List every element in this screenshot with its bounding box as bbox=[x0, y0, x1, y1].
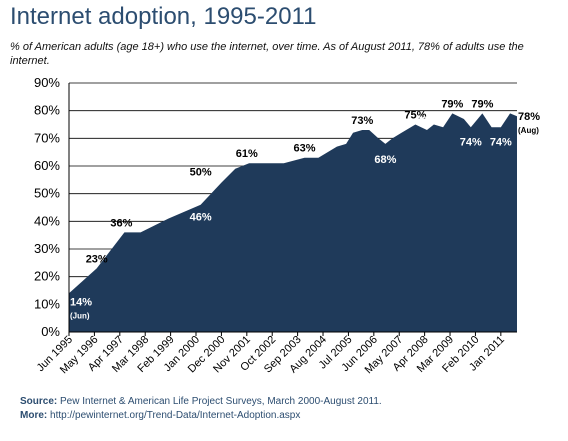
data-label: 79% bbox=[471, 98, 493, 110]
data-label: 50% bbox=[190, 167, 212, 179]
data-label: 63% bbox=[294, 143, 316, 155]
data-label: 74% bbox=[490, 136, 512, 148]
data-label: 79% bbox=[441, 98, 463, 110]
data-label: 78% bbox=[518, 111, 540, 123]
data-sublabel: (Jun) bbox=[70, 311, 90, 320]
source-text: Pew Internet & American Life Project Sur… bbox=[60, 396, 382, 407]
y-tick-label: 40% bbox=[34, 213, 60, 228]
y-tick-label: 70% bbox=[34, 130, 60, 145]
data-label: 23% bbox=[86, 253, 108, 265]
data-label: 74% bbox=[460, 136, 482, 148]
more-link[interactable]: http://pewinternet.org/Trend-Data/Intern… bbox=[50, 410, 301, 421]
area-series bbox=[69, 113, 517, 333]
y-tick-label: 50% bbox=[34, 186, 60, 201]
y-tick-label: 80% bbox=[34, 103, 60, 118]
source-note: Source: Pew Internet & American Life Pro… bbox=[20, 395, 382, 409]
data-label: 73% bbox=[351, 115, 373, 127]
y-tick-label: 10% bbox=[34, 296, 60, 311]
data-label: 75% bbox=[404, 110, 426, 122]
data-label: 36% bbox=[110, 217, 132, 229]
source-label: Source: bbox=[20, 396, 58, 407]
y-tick-label: 30% bbox=[34, 241, 60, 256]
more-note: More: http://pewinternet.org/Trend-Data/… bbox=[20, 410, 300, 421]
chart-subtitle: % of American adults (age 18+) who use t… bbox=[10, 41, 524, 67]
data-sublabel: (Aug) bbox=[518, 126, 539, 135]
y-tick-label: 20% bbox=[34, 269, 60, 284]
chart-title: Internet adoption, 1995-2011 bbox=[10, 3, 317, 30]
data-label: 46% bbox=[190, 212, 212, 224]
data-label: 73% bbox=[416, 115, 438, 127]
y-tick-label: 0% bbox=[41, 324, 60, 339]
more-label: More: bbox=[20, 410, 48, 421]
y-tick-label: 60% bbox=[34, 158, 60, 173]
y-tick-label: 90% bbox=[34, 75, 60, 90]
data-label: 68% bbox=[374, 154, 396, 166]
data-label: 61% bbox=[236, 148, 258, 160]
data-label: 14% bbox=[70, 296, 92, 308]
